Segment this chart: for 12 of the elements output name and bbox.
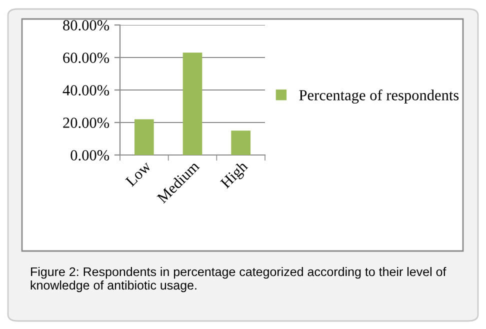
caption: Figure 2: Respondents in percentage categorized according to their level of knowledge of antibiotic usage.	[30, 267, 446, 292]
bar	[134, 119, 154, 155]
y-tick-label: 20.00%	[63, 118, 110, 128]
bar	[182, 52, 202, 155]
bar	[231, 130, 250, 155]
x-tick-label: High	[220, 160, 251, 191]
legend-label: Percentage of respondents	[299, 89, 459, 104]
y-tick-label: 40.00%	[62, 85, 110, 96]
y-tick-label: 80.00%	[63, 20, 110, 31]
y-tick-label: 60.00%	[63, 52, 110, 64]
y-tick-label: 0.00%	[70, 150, 110, 161]
x-tick-label: Low	[125, 160, 152, 187]
